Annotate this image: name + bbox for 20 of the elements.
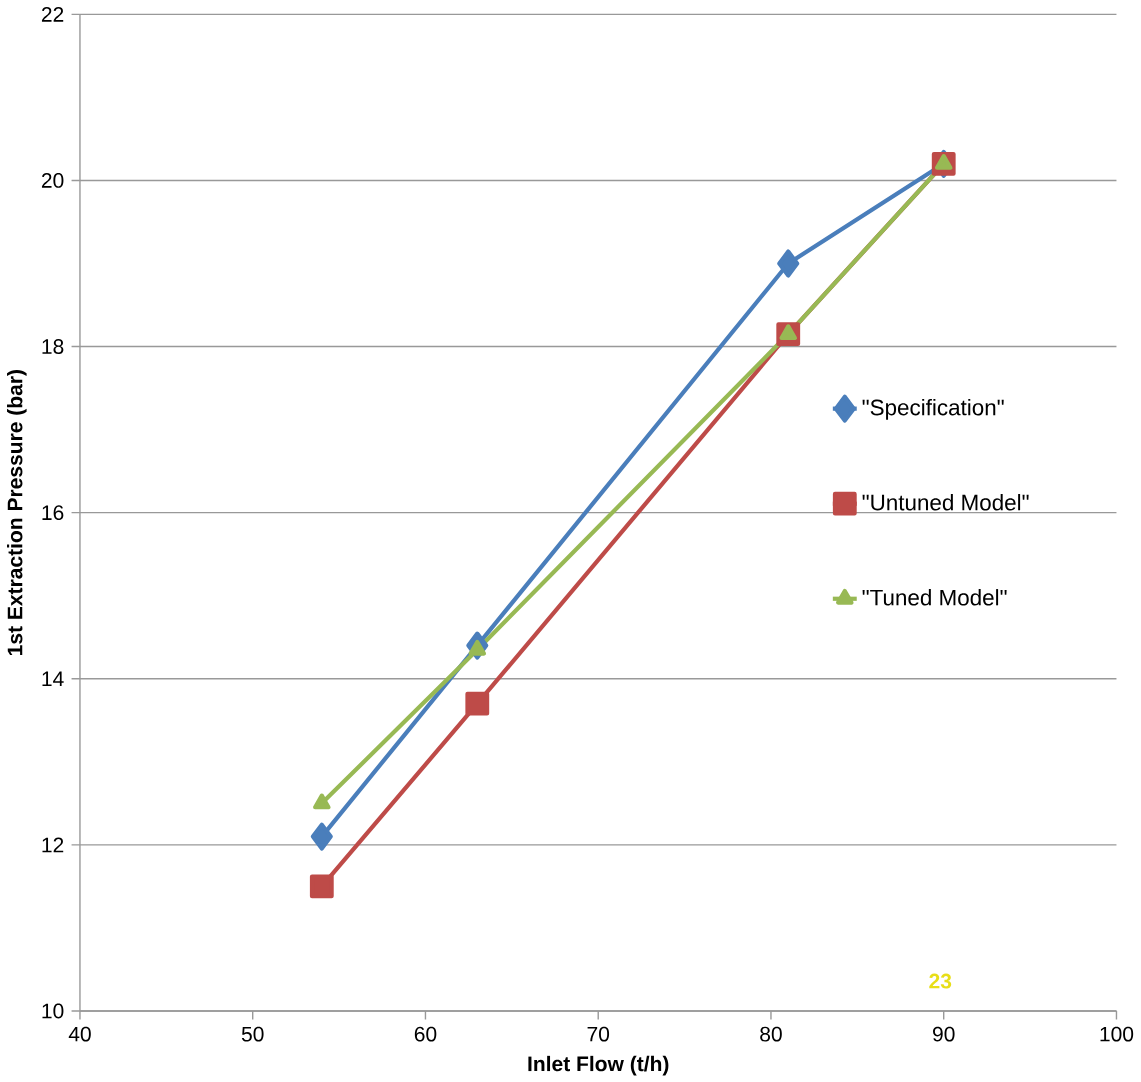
legend-label: "Untuned Model" <box>862 493 1029 511</box>
x-tick-label: 70 <box>587 1026 610 1042</box>
x-tick-label: 40 <box>68 1026 91 1042</box>
x-tick-label: 80 <box>760 1026 782 1042</box>
x-tick-label: 50 <box>241 1026 264 1042</box>
x-tick-label: 90 <box>933 1026 955 1042</box>
x-tick-label: 100 <box>1100 1026 1134 1042</box>
legend-label: "Specification" <box>862 398 1004 420</box>
x-tick-label: 60 <box>414 1026 437 1042</box>
y-tick-label: 14 <box>42 671 64 686</box>
y-tick-label: 16 <box>42 504 64 520</box>
legend-label: "Tuned Model" <box>862 588 1007 606</box>
y-tick-label: 12 <box>42 837 64 852</box>
y-tick-label: 22 <box>41 6 64 22</box>
y-tick-label: 10 <box>42 1003 64 1019</box>
y-tick-label: 20 <box>41 172 64 188</box>
annotation: 23 <box>929 973 952 989</box>
x-axis-title: Inlet Flow (t/h) <box>528 1055 669 1076</box>
y-axis-title: 1st Extraction Pressure (bar) <box>7 369 27 655</box>
y-tick-label: 18 <box>42 338 64 354</box>
